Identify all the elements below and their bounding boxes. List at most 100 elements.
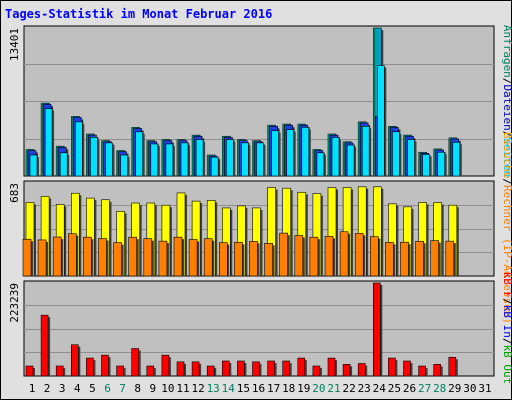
bar-sites (354, 233, 364, 277)
legend-part: / (501, 298, 512, 305)
bar-visits-shadow (64, 206, 67, 276)
bar-pages (316, 152, 325, 177)
bar-visits-shadow (275, 189, 278, 276)
bar-pages-shadow (399, 133, 402, 176)
day-label: 1 (29, 382, 36, 395)
bar-sites-shadow (182, 239, 184, 276)
bar-kbytes (146, 365, 155, 377)
day-label: 20 (312, 382, 325, 395)
bar-pages-shadow (308, 129, 311, 176)
bar-sites-shadow (423, 243, 426, 276)
legend-part: kB Out (501, 345, 512, 385)
day-label: 3 (59, 382, 66, 395)
bar-kbytes-shadow (33, 368, 35, 376)
bar-pages-shadow (263, 144, 266, 176)
bar-pages (301, 127, 310, 177)
bar-kbytes-shadow (425, 368, 428, 376)
bar-pages (120, 154, 128, 177)
day-label: 21 (327, 382, 340, 395)
bar-kbytes (222, 360, 230, 377)
bar-sites (173, 236, 183, 277)
bar-kbytes (40, 314, 49, 377)
bar-pages (44, 108, 53, 177)
bar-pages-shadow (112, 144, 115, 176)
day-label: 22 (342, 382, 355, 395)
day-label: 15 (237, 382, 250, 395)
bar-sites (52, 236, 62, 277)
bar-kbytes-shadow (138, 350, 141, 376)
bar-pages (346, 144, 355, 177)
bar-sites-shadow (31, 241, 33, 276)
bar-visits-shadow (94, 200, 97, 276)
bar-pages (361, 126, 370, 177)
bar-sites-shadow (378, 238, 381, 276)
bar-kbytes (252, 361, 260, 377)
bar-kbytes-shadow (63, 368, 66, 376)
bar-kbytes (191, 361, 200, 377)
bar-visits-shadow (260, 209, 263, 276)
day-label: 30 (463, 382, 476, 395)
bar-sites-shadow (453, 243, 456, 276)
bar-visits-shadow (366, 188, 369, 276)
bar-sites-shadow (408, 244, 411, 276)
bar-kbytes-shadow (274, 363, 277, 376)
bar-kbytes (101, 354, 109, 377)
bar-kbytes-shadow (395, 360, 398, 376)
bar-pages (241, 142, 249, 177)
day-label: 31 (478, 382, 491, 395)
bar-requests-edge (71, 116, 74, 176)
bar-kbytes (433, 364, 442, 377)
bar-visits-shadow (49, 198, 52, 276)
legend-part: / (501, 131, 512, 138)
bar-visits-shadow (34, 204, 36, 276)
day-label: 11 (176, 382, 189, 395)
bar-sites-shadow (302, 237, 305, 276)
bar-requests-edge (282, 124, 285, 176)
chart-title: Tages-Statistik im Monat Februar 2016 (5, 7, 273, 21)
bar-pages-shadow (97, 139, 100, 176)
legend-part: / (501, 178, 512, 185)
legend-visits: Besuche/Rechner (IP-Adressen) (501, 132, 512, 324)
panel-max-label: 13401 (8, 28, 21, 61)
bar-requests-edge (192, 135, 195, 176)
bar-visits-shadow (215, 202, 218, 276)
bar-requests-edge (177, 139, 179, 176)
day-label: 26 (403, 382, 416, 395)
bar-pages (29, 154, 38, 177)
bar-kbytes-shadow (214, 368, 217, 376)
bar-requests-edge (418, 152, 421, 176)
bar-requests-edge (448, 137, 451, 176)
bar-kbytes (161, 354, 170, 377)
bar-requests-edge (86, 134, 89, 176)
day-label: 9 (149, 382, 156, 395)
bar-requests-edge (161, 139, 164, 176)
bar-visits-shadow (456, 207, 459, 276)
bar-requests-edge (101, 140, 104, 176)
bar-visits-shadow (305, 194, 308, 276)
day-label: 19 (297, 382, 310, 395)
legend-part: Besuche (501, 132, 512, 178)
bar-kbytes (372, 282, 381, 377)
bar-kbytes (176, 361, 185, 377)
bar-pages-shadow (248, 144, 251, 176)
bar-kbytes (448, 356, 457, 377)
day-label: 24 (373, 382, 387, 395)
bar-sites (400, 241, 409, 277)
bar-kbytes (342, 364, 351, 377)
bar-pages (422, 154, 430, 177)
bar-pages-shadow (278, 132, 281, 176)
day-label: 18 (282, 382, 295, 395)
bar-kbytes-shadow (380, 285, 383, 376)
day-label: 6 (104, 382, 111, 395)
bar-requests-edge (56, 146, 59, 176)
bar-sites (430, 240, 440, 277)
bar-kbytes-shadow (168, 357, 171, 376)
panel-max-label: 223239 (8, 283, 21, 323)
day-label: 23 (358, 382, 371, 395)
bar-sites (98, 238, 107, 277)
bar-sites (219, 242, 228, 277)
bar-sites (158, 240, 168, 277)
bar-kbytes (282, 360, 291, 377)
bar-visits-shadow (169, 207, 172, 276)
